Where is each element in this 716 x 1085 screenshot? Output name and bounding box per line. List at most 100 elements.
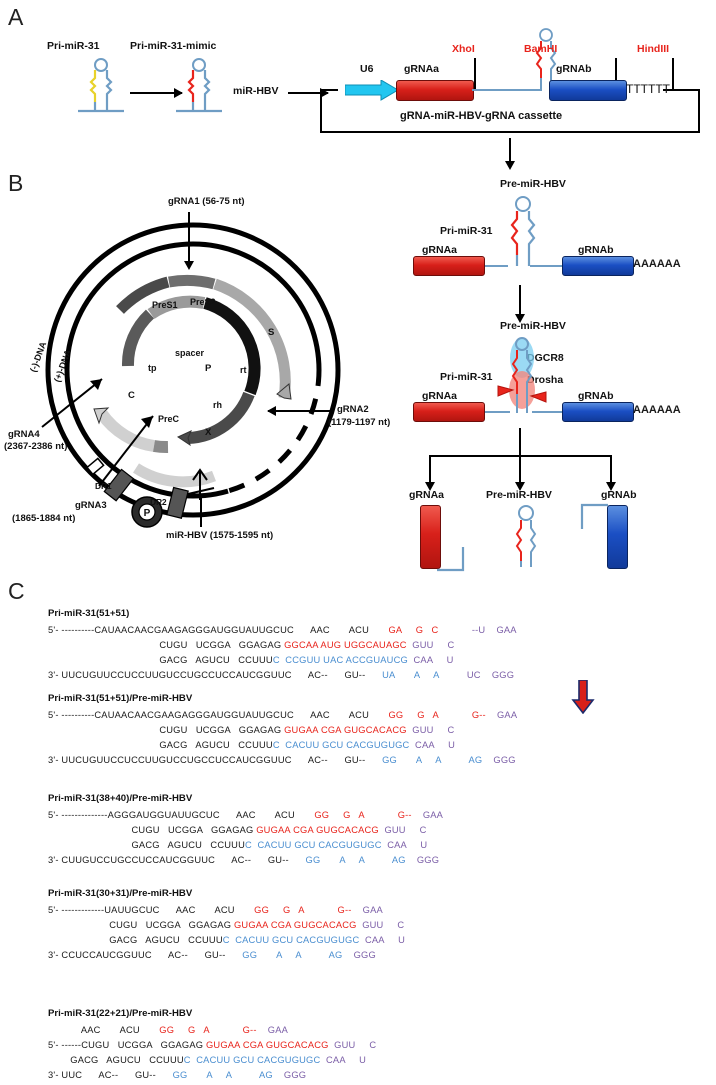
cassette-backbone-left-v [320,89,322,133]
p-gene-label: P [205,363,212,374]
grna1-label: gRNA1 (56-75 nt) [168,196,245,207]
cassette-backbone-left [320,89,338,91]
cassette-backbone-right [663,89,700,91]
grna3-label-line2: (1865-1884 nt) [12,513,76,524]
grnaa-box-b1 [413,256,485,276]
transcript-linker-left-2 [482,411,510,413]
drosha-dgcr8-complex-icon [497,337,547,413]
cassette-linker-left [472,89,542,91]
out-pre-mir-hairpin-icon [515,505,537,567]
grna3-label-line1: gRNA3 [75,500,107,511]
panel-a-mir-hbv-label: miR-HBV [233,85,279,97]
panel-b-process-arrow-1 [515,285,525,323]
grna2-label-line2: (1179-1197 nt) [328,417,391,428]
sequence-line: AAC ACU GG G A G-- GAA [48,1025,289,1035]
sequence-line: CUGU UCGGA GGAGAG GUGAA CGA GUGCACACG GU… [48,725,455,735]
sequence-line: 3'- UUCUGUUCCUCCUUGUCCUGCCUCCAUCGGUUC AC… [48,670,515,680]
panel-a-to-b-arrow [505,138,515,170]
out-grnaa-label: gRNAa [409,489,445,501]
s-gene-label: S [268,327,275,338]
sequence-line: GACG AGUCU CCUUUC CACUU GCU CACGUGUGC CA… [48,1055,367,1065]
grna4-label-line2: (2367-2386 nt) [4,441,68,452]
pre-mir-hbv-label-1: Pre-miR-HBV [500,178,566,190]
sequence-block-title: Pri-miR-31(30+31)/Pre-miR-HBV [48,888,193,899]
bamhi-tick [615,58,617,90]
grnab-box-b2 [562,402,634,422]
u6-promoter-arrow-icon [345,80,399,101]
sequence-line: GACG AGUCU CCUUUC CCGUU UAC ACCGUAUCG CA… [48,655,454,665]
sequence-line: GACG AGUCU CCUUUC CACUU GCU CACGUGUGC CA… [48,840,428,850]
sequence-line: 3'- CCUCCAUCGGUUC AC-- GU-- GG A A AG GG… [48,950,376,960]
drosha-label: Drosha [527,374,564,386]
dr2-label: DR2 [150,497,167,507]
panel-a-hairpin1-label: Pri-miR-31 [47,40,100,52]
rh-label: rh [213,400,222,410]
grnaa-label-b2: gRNAa [422,390,458,402]
cassette-hairpin-icon [535,28,557,89]
sequence-line: GACG AGUCU CCUUUC CACUU GCU CACGUGUGC CA… [48,740,456,750]
svg-text:P: P [144,508,151,519]
out-pre-mir-label: Pre-miR-HBV [486,489,552,501]
sequence-line: CUGU UCGGA GGAGAG GGCAA AUG UGGCAUAGC GU… [48,640,455,650]
grnab-box-a [549,80,627,101]
panel-a-arrow-2 [288,88,329,98]
sequence-block-title: Pri-miR-31(38+40)/Pre-miR-HBV [48,793,193,804]
grna1-arrow [184,212,194,270]
transcript-hairpin-1-icon [510,196,536,266]
panel-a-hairpin2-label: Pri-miR-31-mimic [130,40,217,52]
grnab-label-b1: gRNAb [578,244,614,256]
out-grnab-box [607,505,628,569]
out-grnab-scaffold [580,503,608,529]
transcript-linker-right-1 [530,265,578,267]
prec-label: PreC [158,414,180,424]
sequence-line: CUGU UCGGA GGAGAG GUGAA CGA GUGCACACG GU… [48,825,427,835]
c-gene-label: C [128,390,135,401]
grnaa-label-a: gRNAa [404,63,440,75]
sequence-line: 3'- UUC AC-- GU-- GG A A AG GGG [48,1070,307,1080]
panel-c-letter: C [8,578,25,604]
pri-mir-31-label-1: Pri-miR-31 [440,225,493,237]
grna3-arrow [98,415,154,487]
hbv-genome-map: P [45,222,341,528]
pres1-label: PreS1 [152,300,178,310]
xhol-label: XhoI [452,43,475,55]
x-gene-label: X [205,427,212,438]
grnaa-label-b1: gRNAa [422,244,458,256]
sequence-line: 5'- ------CUGU UCGGA GGAGAG GUGAA CGA GU… [48,1040,377,1050]
out-grnaa-scaffold [437,547,465,572]
grnab-box-b1 [562,256,634,276]
grnaa-box-b2 [413,402,485,422]
polya-label-2: AAAAAA [633,404,681,416]
sequence-line: 3'- UUCUGUUCCUCCUUGUCCUGCCUCCAUCGGUUC AC… [48,755,516,765]
grnab-label-a: gRNAb [556,63,592,75]
grna2-arrow [267,406,330,416]
grnab-label-b2: gRNAb [578,390,614,402]
mir-hbv-genome-label: miR-HBV (1575-1595 nt) [166,530,274,541]
cassette-backbone-bottom [320,131,700,133]
panel-a-letter: A [8,4,24,30]
sequence-line: GACG AGUCU CCUUUC CACUU GCU CACGUGUGC CA… [48,935,405,945]
pri-mir-31-label-2: Pri-miR-31 [440,371,493,383]
grna4-label-line1: gRNA4 [8,429,40,440]
rt-label: rt [240,365,247,375]
sequence-line: 3'- CUUGUCCUGCCUCCAUCGGUUC AC-- GU-- GG … [48,855,440,865]
split-arrow-left [425,455,435,491]
split-arrow-mid [515,455,525,491]
pri-mir-31-hairpin-icon [78,58,124,113]
sequence-block-title: Pri-miR-31(51+51) [48,608,130,619]
transcript-linker-right-2 [532,411,578,413]
grna4-arrow [41,378,103,428]
spacer-label: spacer [175,348,205,358]
sequence-line: CUGU UCGGA GGAGAG GUGAA CGA GUGCACACG GU… [48,920,405,930]
hindiii-tick [672,58,674,90]
pre-mir-hbv-label-2: Pre-miR-HBV [500,320,566,332]
tp-label: tp [148,363,157,373]
polya-label-1: AAAAAA [633,258,681,270]
dgcr8-label: DGCR8 [527,352,564,364]
cassette-backbone-right-v [698,89,700,133]
processing-arrow [571,679,595,719]
panel-b-letter: B [8,170,24,196]
sequence-line: 5'- ----------CAUAACAACGAAGAGGGAUGGUAUUG… [48,625,517,635]
mir-hbv-leader [200,497,202,527]
sequence-line: 5'- ----------CAUAACAACGAAGAGGGAUGGUAUUG… [48,710,518,720]
